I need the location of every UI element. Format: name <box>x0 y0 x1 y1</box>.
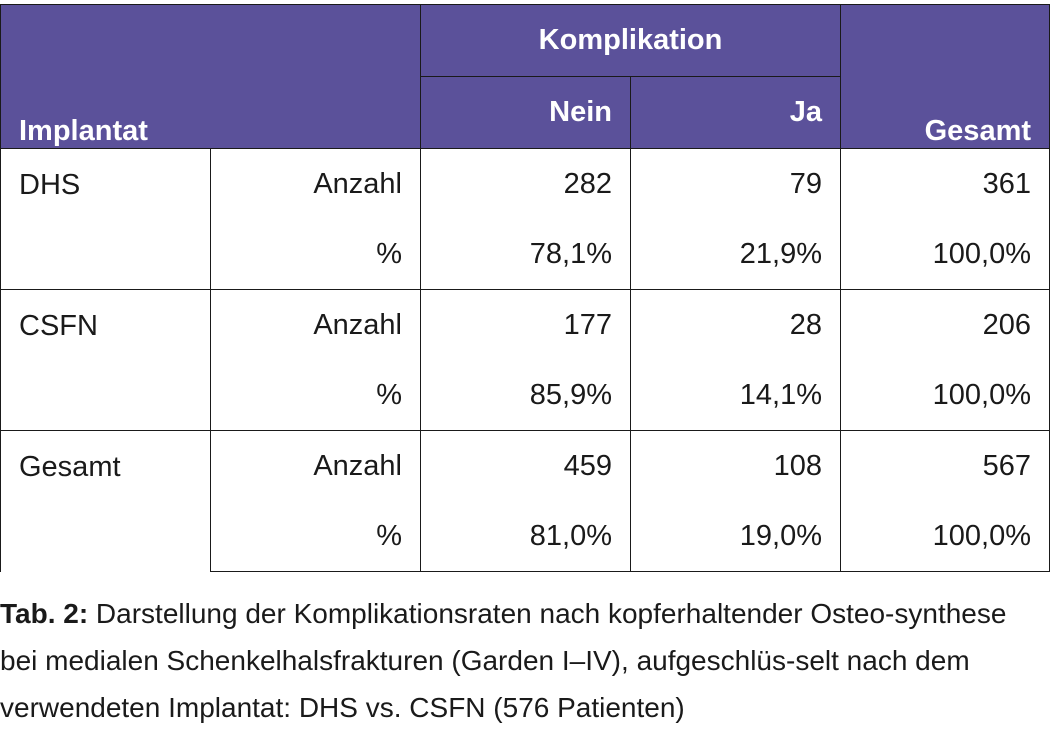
table-caption: Tab. 2: Darstellung der Komplikationsrat… <box>0 590 1040 731</box>
cell-nein: 78,1% <box>420 219 631 290</box>
cell-total: 100,0% <box>840 219 1051 290</box>
cell-ja: 108 <box>629 430 842 501</box>
header-ja: Ja <box>629 76 842 149</box>
measure-label: % <box>210 360 421 431</box>
table-row: % 78,1% 21,9% 100,0% <box>1 219 1051 290</box>
cell-ja: 21,9% <box>629 219 842 290</box>
table-row: DHS Anzahl 282 79 361 <box>0 148 1051 290</box>
complication-table: Implantat Komplikation Gesamt Nein Ja DH… <box>0 4 1051 572</box>
cell-total: 206 <box>840 289 1051 360</box>
cell-total: 567 <box>840 430 1051 501</box>
table-row: % 85,9% 14,1% 100,0% <box>1 360 1051 431</box>
cell-nein: 459 <box>420 430 631 501</box>
cell-nein: 81,0% <box>420 501 631 572</box>
cell-total: 100,0% <box>840 360 1051 431</box>
header-complication: Komplikation <box>419 4 842 77</box>
table-row: % 81,0% 19,0% 100,0% <box>1 501 1051 572</box>
measure-label: Anzahl <box>210 148 421 219</box>
cell-ja: 79 <box>629 148 842 219</box>
measure-label: Anzahl <box>210 430 421 501</box>
cell-ja: 28 <box>629 289 842 360</box>
caption-text: Darstellung der Komplikationsraten nach … <box>0 598 1007 723</box>
measure-label: % <box>210 501 421 572</box>
header-total: Gesamt <box>840 4 1051 149</box>
table-row: Gesamt Anzahl 459 108 567 <box>0 430 1051 572</box>
header-implant: Implantat <box>0 4 421 149</box>
cell-total: 361 <box>840 148 1051 219</box>
cell-nein: 282 <box>420 148 631 219</box>
implant-name: Gesamt <box>0 430 211 572</box>
implant-name: CSFN <box>0 289 211 431</box>
caption-label: Tab. 2: <box>0 598 89 629</box>
cell-ja: 19,0% <box>629 501 842 572</box>
measure-label: % <box>210 219 421 290</box>
table-row: CSFN Anzahl 177 28 206 <box>0 289 1051 431</box>
header-nein: Nein <box>420 76 631 149</box>
measure-label: Anzahl <box>210 289 421 360</box>
cell-ja: 14,1% <box>629 360 842 431</box>
implant-name: DHS <box>0 148 211 290</box>
cell-nein: 177 <box>420 289 631 360</box>
cell-nein: 85,9% <box>420 360 631 431</box>
cell-total: 100,0% <box>840 501 1051 572</box>
